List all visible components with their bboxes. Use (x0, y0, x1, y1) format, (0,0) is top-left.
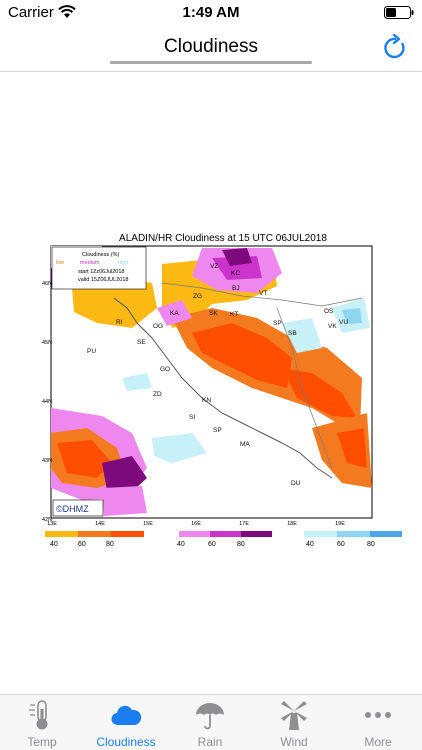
city-label: BJ (232, 285, 240, 292)
coastline (113, 297, 333, 479)
status-bar: Carrier 1:49 AM (0, 0, 422, 24)
refresh-button[interactable] (382, 34, 408, 62)
title-underline (110, 61, 312, 64)
tab-bar: Temp Cloudiness Rain Wind More (0, 694, 422, 750)
city-label: SP (273, 320, 282, 327)
tab-label: More (364, 735, 392, 749)
city-label: KC (231, 270, 240, 277)
city-label: VU (339, 319, 348, 326)
city-label: ZG (193, 293, 202, 300)
map-title: ALADIN/HR Cloudiness at 15 UTC 06JUL2018 (119, 233, 327, 244)
scale-swatch (179, 531, 210, 537)
legend-medium: medium (80, 260, 100, 266)
tab-temp[interactable]: Temp (0, 695, 84, 750)
navigation-bar: Cloudiness (0, 24, 422, 72)
tab-cloudiness[interactable]: Cloudiness (84, 695, 168, 750)
windmill-icon (281, 701, 307, 730)
scale-label: 40 (177, 541, 185, 548)
credit-label: ©DHMZ (56, 504, 89, 514)
scale-label: 60 (78, 541, 86, 548)
city-label: KT (230, 311, 238, 318)
tab-label: Cloudiness (96, 735, 156, 749)
scale-label: 60 (337, 541, 345, 548)
city-label: VT (259, 290, 267, 297)
battery-icon (384, 6, 414, 19)
city-label: SI (189, 414, 195, 421)
legend-valid: valid 15Z06JUL2018 (78, 277, 128, 283)
scale-label: 40 (50, 541, 58, 548)
tab-rain[interactable]: Rain (168, 695, 252, 750)
city-label: SP (213, 427, 222, 434)
scale-swatch (210, 531, 241, 537)
city-label: KN (202, 397, 211, 404)
city-label: KA (170, 310, 179, 317)
lon-tick-label: 17E (239, 521, 249, 527)
lon-tick-label: 13E (47, 521, 57, 527)
credit-box (52, 499, 104, 517)
scale-label: 80 (367, 541, 375, 548)
lon-tick-label: 15E (143, 521, 153, 527)
wifi-icon (58, 5, 76, 18)
legend-low: low (56, 260, 64, 266)
tab-label: Rain (197, 735, 223, 749)
city-label: GO (160, 366, 170, 373)
lat-tick-label: 44N (42, 399, 52, 405)
city-label: OG (153, 323, 163, 330)
city-label: VZ (210, 263, 218, 270)
scale-medium: 40 60 80 (177, 531, 272, 548)
scale-swatch (304, 531, 337, 537)
scale-swatch (78, 531, 111, 537)
city-label: VK (328, 323, 337, 330)
city-label: DU (291, 480, 301, 487)
scale-label: 80 (106, 541, 114, 548)
scale-swatch (45, 531, 78, 537)
lon-tick-label: 16E (191, 521, 201, 527)
lat-tick-label: 43N (42, 458, 52, 464)
scale-swatch (370, 531, 402, 537)
legend-high: high (118, 260, 128, 266)
scale-swatch (111, 531, 144, 537)
tab-more[interactable]: More (336, 695, 420, 750)
city-label: RI (116, 319, 123, 326)
cloudiness-map: ALADIN/HR Cloudiness at 15 UTC 06JUL2018 (42, 233, 402, 548)
city-label: SB (288, 330, 297, 337)
tab-label: Wind (280, 735, 308, 749)
scale-label: 80 (237, 541, 245, 548)
lon-tick-label: 18E (287, 521, 297, 527)
legend-box (51, 246, 147, 290)
legend-heading: Cloudiness (%) (82, 252, 119, 258)
city-label: SE (137, 339, 146, 346)
scale-swatch (241, 531, 272, 537)
umbrella-icon (196, 703, 224, 730)
carrier-label: Carrier (8, 4, 54, 21)
more-icon (365, 712, 391, 718)
thermometer-icon (29, 700, 48, 730)
lat-tick-label: 45N (42, 340, 52, 346)
clock: 1:49 AM (182, 4, 240, 21)
tab-label: Temp (27, 735, 57, 749)
scale-high: 40 60 80 (304, 531, 402, 548)
scale-swatch (337, 531, 370, 537)
scale-label: 60 (208, 541, 216, 548)
scale-low: 40 60 80 (45, 531, 144, 548)
lon-tick-label: 19E (335, 521, 345, 527)
city-label: ZD (153, 391, 162, 398)
city-label: OS (324, 308, 334, 315)
border-lines (161, 282, 363, 469)
city-label: SK (209, 310, 218, 317)
legend-start: start 12z06Jul2018 (78, 269, 124, 275)
cloud-icon (111, 705, 142, 726)
tab-wind[interactable]: Wind (252, 695, 336, 750)
lat-tick-label: 42N (42, 517, 52, 523)
page-title: Cloudiness (164, 36, 258, 57)
lon-tick-label: 14E (95, 521, 105, 527)
scale-label: 40 (306, 541, 314, 548)
lat-tick-label: 46N (42, 281, 52, 287)
city-label: PU (87, 348, 96, 355)
city-label: MA (240, 441, 250, 448)
city-labels: VZ KC BJ VT ZG KA SK KT OS VK VU RI OG S… (87, 263, 348, 487)
